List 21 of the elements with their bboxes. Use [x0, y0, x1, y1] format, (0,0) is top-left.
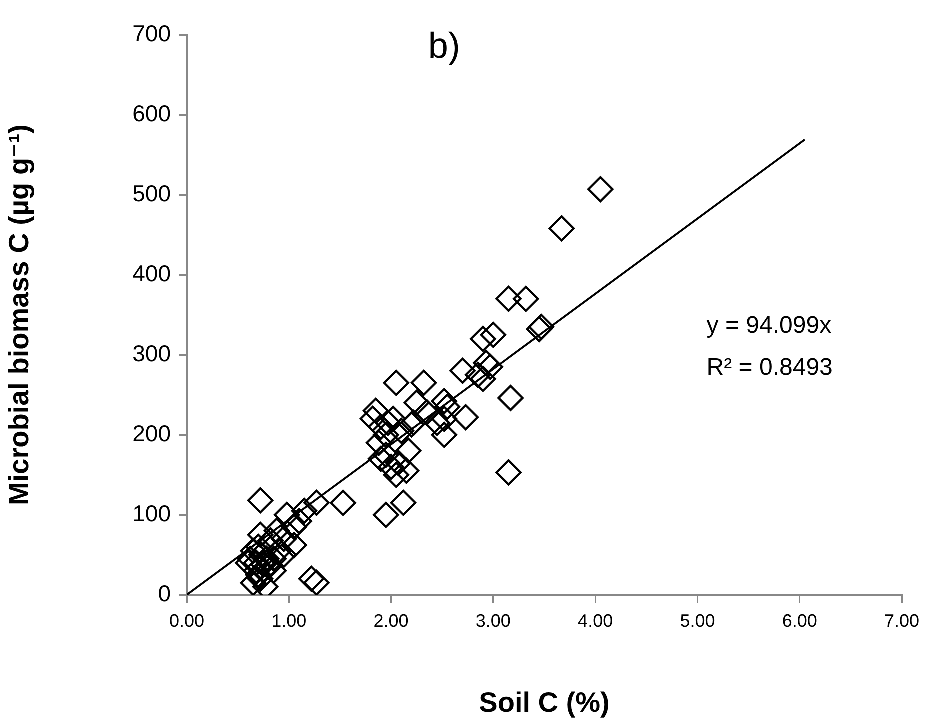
- y-tick-label: 100: [132, 500, 171, 526]
- y-tick-label: 400: [132, 260, 171, 286]
- y-tick-label: 200: [132, 420, 171, 446]
- y-tick-label: 700: [132, 20, 171, 46]
- x-tick-label: 4.00: [578, 610, 614, 631]
- y-tick-label: 500: [132, 180, 171, 206]
- x-tick-label: 5.00: [680, 610, 716, 631]
- y-tick-label: 300: [132, 340, 171, 366]
- y-tick-label: 600: [132, 100, 171, 126]
- annotation: R² = 0.8493: [706, 354, 833, 381]
- x-tick-label: 7.00: [884, 610, 920, 631]
- x-tick-label: 6.00: [782, 610, 818, 631]
- chart-title: b): [428, 24, 460, 66]
- x-tick-label: 1.00: [272, 610, 307, 631]
- x-tick-label: 3.00: [476, 610, 511, 631]
- annotation: y = 94.099x: [706, 312, 832, 339]
- x-tick-label: 2.00: [374, 610, 409, 631]
- x-tick-label: 0.00: [169, 610, 205, 631]
- x-axis-title: Soil C (%): [479, 686, 610, 718]
- y-axis-title: Microbial biomass C (µg g⁻¹): [4, 124, 35, 506]
- y-tick-label: 0: [158, 580, 171, 606]
